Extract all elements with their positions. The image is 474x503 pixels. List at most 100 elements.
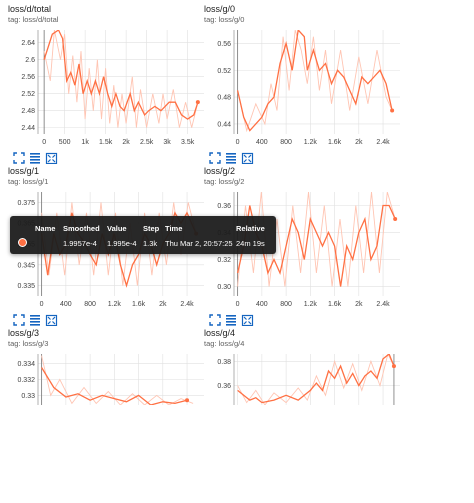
x-tick-label: 0 bbox=[236, 301, 240, 308]
expand-icon[interactable] bbox=[13, 314, 25, 326]
chart-title: loss/g/1 bbox=[8, 166, 40, 176]
x-tick-label: 2k bbox=[122, 139, 130, 146]
y-tick-label: 0.334 bbox=[17, 361, 35, 368]
series-end-marker bbox=[185, 398, 190, 403]
chart-plot[interactable]: 2.64 2.6 2.56 2.52 2.48 2.44 0 500 1k 1.5k 2k 2.5k 3… bbox=[8, 28, 208, 148]
x-tick-label: 800 bbox=[84, 301, 96, 308]
chart-tag: tag: loss/g/1 bbox=[8, 177, 49, 186]
smoothed-series-line bbox=[237, 354, 395, 404]
fit-domain-icon[interactable] bbox=[45, 152, 58, 164]
chart-plot[interactable]: 0.38 0.36 bbox=[204, 352, 404, 405]
x-tick-label: 400 bbox=[256, 139, 268, 146]
chart-plot[interactable]: 0.56 0.52 0.48 0.44 0 400 800 1.2k 1.6k 2k 2.4k bbox=[204, 28, 404, 148]
tooltip-header-step: Step bbox=[143, 224, 160, 233]
x-tick-label: 2.4k bbox=[180, 301, 194, 308]
fit-domain-icon[interactable] bbox=[45, 314, 58, 326]
chart-card-loss-g-4: loss/g/4 tag: loss/g/4 0.38 0.36 bbox=[204, 328, 404, 503]
x-tick-label: 400 bbox=[60, 301, 72, 308]
y-tick-label: 0.335 bbox=[17, 283, 35, 290]
tooltip-header-name: Name bbox=[35, 224, 56, 233]
x-tick-label: 1.6k bbox=[328, 301, 342, 308]
chart-title: loss/g/2 bbox=[204, 166, 236, 176]
y-tick-label: 0.375 bbox=[17, 200, 35, 207]
x-tick-label: 1.5k bbox=[99, 139, 113, 146]
chart-actions bbox=[204, 152, 264, 164]
y-tick-label: 2.56 bbox=[21, 74, 35, 81]
y-tick-label: 0.36 bbox=[217, 383, 231, 390]
tooltip-header-time: Time bbox=[165, 224, 183, 233]
x-tick-label: 1k bbox=[81, 139, 89, 146]
tooltip-smoothed-value: 1.9957e-4 bbox=[63, 239, 97, 248]
series-end-marker bbox=[195, 100, 200, 105]
x-tick-label: 400 bbox=[256, 301, 268, 308]
data-table-icon[interactable] bbox=[30, 153, 40, 164]
x-tick-label: 1.2k bbox=[304, 139, 318, 146]
smoothed-series-line bbox=[236, 30, 393, 132]
chart-action-icons bbox=[209, 314, 254, 326]
chart-title: loss/g/4 bbox=[204, 328, 236, 338]
x-tick-label: 800 bbox=[280, 301, 292, 308]
data-table-icon[interactable] bbox=[30, 315, 40, 326]
x-tick-label: 2k bbox=[355, 139, 363, 146]
raw-series-line bbox=[43, 30, 199, 128]
raw-series-line bbox=[237, 354, 395, 405]
hover-tooltip: Name Smoothed Value Step Time Relative 1… bbox=[10, 216, 276, 254]
chart-tag: tag: loss/g/4 bbox=[204, 339, 245, 348]
x-tick-label: 0 bbox=[40, 301, 44, 308]
chart-actions bbox=[8, 152, 68, 164]
chart-card-loss-d-total: loss/d/total tag: loss/d/total 2.64 2.6 2.… bbox=[8, 4, 208, 179]
chart-plot[interactable]: 0.334 0.332 0.33 bbox=[8, 352, 208, 405]
y-tick-label: 0.332 bbox=[17, 377, 35, 384]
y-tick-label: 0.30 bbox=[217, 284, 231, 291]
line-chart: 0.334 0.332 0.33 bbox=[17, 354, 204, 405]
y-tick-label: 0.32 bbox=[217, 257, 231, 264]
x-tick-label: 2.4k bbox=[376, 301, 390, 308]
series-end-marker bbox=[390, 108, 395, 113]
data-table-icon[interactable] bbox=[226, 315, 236, 326]
data-table-icon[interactable] bbox=[226, 153, 236, 164]
x-tick-label: 0 bbox=[236, 139, 240, 146]
x-tick-label: 1.6k bbox=[328, 139, 342, 146]
y-tick-label: 0.33 bbox=[21, 393, 35, 400]
series-end-marker bbox=[393, 217, 398, 222]
chart-actions bbox=[8, 314, 68, 326]
smoothed-series-line bbox=[41, 367, 188, 405]
line-chart: 0.56 0.52 0.48 0.44 0 400 800 1.2k 1.6k 2k 2.4k bbox=[217, 30, 400, 146]
tooltip-header-smoothed: Smoothed bbox=[63, 224, 100, 233]
chart-card-loss-g-0: loss/g/0 tag: loss/g/0 0.56 0.52 0.48 0.44 0… bbox=[204, 4, 404, 179]
x-tick-label: 0 bbox=[42, 139, 46, 146]
x-tick-label: 2k bbox=[159, 301, 167, 308]
tooltip-raw-value: 1.995e-4 bbox=[107, 239, 137, 248]
x-tick-label: 1.2k bbox=[108, 301, 122, 308]
chart-title: loss/g/0 bbox=[204, 4, 236, 14]
chart-action-icons bbox=[209, 152, 254, 164]
line-chart: 0.38 0.36 bbox=[217, 354, 400, 405]
chart-title: loss/d/total bbox=[8, 4, 52, 14]
fit-domain-icon[interactable] bbox=[241, 314, 254, 326]
smoothed-series-line bbox=[236, 204, 396, 287]
expand-icon[interactable] bbox=[209, 152, 221, 164]
y-tick-label: 0.36 bbox=[217, 203, 231, 210]
expand-icon[interactable] bbox=[13, 152, 25, 164]
fit-domain-icon[interactable] bbox=[241, 152, 254, 164]
x-tick-label: 3.5k bbox=[181, 139, 195, 146]
tooltip-relative-value: 24m 19s bbox=[236, 239, 265, 248]
chart-title: loss/g/3 bbox=[8, 328, 40, 338]
y-tick-label: 2.52 bbox=[21, 91, 35, 98]
chart-tag: tag: loss/g/0 bbox=[204, 15, 245, 24]
series-color-dot bbox=[18, 238, 27, 247]
y-tick-label: 2.48 bbox=[21, 108, 35, 115]
chart-actions bbox=[204, 314, 264, 326]
x-tick-label: 3k bbox=[163, 139, 171, 146]
y-tick-label: 0.44 bbox=[217, 121, 231, 128]
y-tick-label: 2.64 bbox=[21, 40, 35, 47]
y-tick-label: 0.48 bbox=[217, 95, 231, 102]
y-tick-label: 2.44 bbox=[21, 125, 35, 132]
x-tick-label: 800 bbox=[280, 139, 292, 146]
y-tick-label: 0.56 bbox=[217, 41, 231, 48]
chart-action-icons bbox=[13, 314, 58, 326]
x-tick-label: 2k bbox=[355, 301, 363, 308]
expand-icon[interactable] bbox=[209, 314, 221, 326]
x-tick-label: 500 bbox=[59, 139, 71, 146]
line-chart: 2.64 2.6 2.56 2.52 2.48 2.44 0 500 1k 1.5k 2k 2.5k 3… bbox=[21, 30, 204, 146]
